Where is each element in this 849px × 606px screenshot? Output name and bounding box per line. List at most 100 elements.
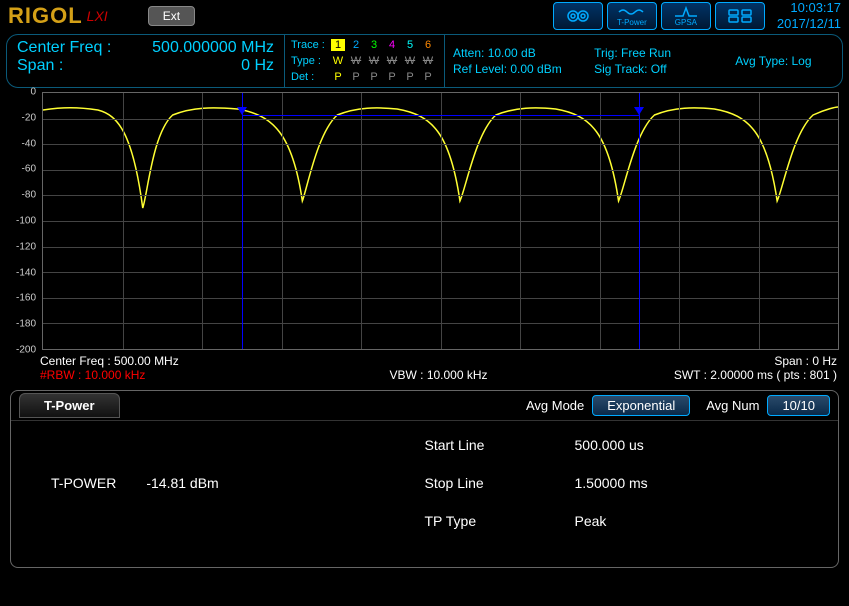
type-label: Type : — [291, 55, 327, 67]
trace-num-1: 1 — [331, 39, 345, 51]
y-tick: -120 — [16, 241, 36, 252]
bi-center-freq: Center Freq : 500.00 MHz — [40, 354, 306, 368]
tpower-result-value: -14.81 dBm — [146, 475, 218, 491]
bottom-info-bar: Center Freq : 500.00 MHz #RBW : 10.000 k… — [40, 354, 837, 382]
y-tick: -80 — [22, 190, 36, 201]
stop-line-value: 1.50000 ms — [575, 475, 799, 491]
y-axis: 0-20-40-60-80-100-120-140-160-180-200 — [10, 92, 40, 350]
measure-header: T-Power Avg Mode Exponential Avg Num 10/… — [11, 391, 838, 421]
y-tick: -180 — [16, 319, 36, 330]
peak-gpsa-icon — [671, 6, 701, 18]
bi-swt: SWT : 2.00000 ms ( pts : 801 ) — [571, 368, 837, 382]
tpower-result-label: T-POWER — [51, 475, 116, 491]
marker-start-handle[interactable] — [237, 107, 247, 115]
type-2: W — [349, 55, 363, 67]
grid-hline — [43, 221, 838, 222]
tp-type-value: Peak — [575, 513, 799, 529]
measure-body: T-POWER -14.81 dBm Start Line 500.000 us… — [11, 421, 838, 545]
grid-vline — [600, 93, 601, 349]
y-tick: 0 — [30, 87, 36, 98]
mode-icon-bar: T-Power GPSA — [553, 2, 765, 30]
trace-num-5: 5 — [403, 39, 417, 51]
waveform-tpower-icon — [617, 6, 647, 18]
trace-block: Trace : 1 2 3 4 5 6 Type : W W W W W W D… — [285, 35, 445, 87]
bi-vbw: VBW : 10.000 kHz — [306, 368, 572, 382]
tpower-mode-label: T-Power — [617, 18, 647, 27]
y-tick: -140 — [16, 267, 36, 278]
marker-stop-handle[interactable] — [634, 107, 644, 115]
settings-block: Atten: 10.00 dB Ref Level: 0.00 dBm Trig… — [445, 35, 842, 87]
brand-logo: RIGOL — [8, 3, 83, 29]
type-6: W — [421, 55, 435, 67]
trace-num-6: 6 — [421, 39, 435, 51]
grid-hline — [43, 247, 838, 248]
avg-mode-label: Avg Mode — [526, 398, 584, 413]
bi-span: Span : 0 Hz — [571, 354, 837, 368]
type-1: W — [331, 55, 345, 67]
measure-tab[interactable]: T-Power — [19, 393, 120, 418]
marker-span-bar — [242, 115, 640, 116]
datetime-display: 10:03:17 2017/12/11 — [777, 0, 841, 31]
y-tick: -200 — [16, 345, 36, 356]
gpsa-mode-label: GPSA — [675, 18, 697, 27]
y-tick: -40 — [22, 138, 36, 149]
marker-start-line[interactable] — [242, 93, 243, 349]
grid-hline — [43, 298, 838, 299]
grid-icon — [725, 7, 755, 25]
trace-num-3: 3 — [367, 39, 381, 51]
grid-vline — [759, 93, 760, 349]
start-line-value: 500.000 us — [575, 437, 799, 453]
span-value: 0 Hz — [127, 57, 274, 75]
measure-panel: T-Power Avg Mode Exponential Avg Num 10/… — [10, 390, 839, 568]
y-tick: -160 — [16, 293, 36, 304]
span-label: Span : — [17, 57, 127, 75]
trace-num-2: 2 — [349, 39, 363, 51]
trace-label: Trace : — [291, 39, 327, 51]
det-label: Det : — [291, 71, 327, 83]
det-3: P — [367, 71, 381, 83]
det-5: P — [403, 71, 417, 83]
sig-track-setting: Sig Track: Off — [594, 62, 735, 76]
avg-num-value[interactable]: 10/10 — [767, 395, 830, 416]
y-tick: -20 — [22, 112, 36, 123]
y-tick: -100 — [16, 216, 36, 227]
tpower-mode-icon[interactable]: T-Power — [607, 2, 657, 30]
det-1: P — [331, 71, 345, 83]
y-tick: -60 — [22, 164, 36, 175]
avg-num-label: Avg Num — [706, 398, 759, 413]
det-4: P — [385, 71, 399, 83]
info-bar: Center Freq : 500.000000 MHz Span : 0 Hz… — [6, 34, 843, 88]
start-line-label: Start Line — [425, 437, 575, 453]
type-3: W — [367, 55, 381, 67]
center-freq-value: 500.000000 MHz — [127, 39, 274, 57]
grid-hline — [43, 323, 838, 324]
trig-setting: Trig: Free Run — [594, 46, 735, 60]
grid-mode-icon[interactable] — [715, 2, 765, 30]
settings-mode-icon[interactable] — [553, 2, 603, 30]
type-5: W — [403, 55, 417, 67]
det-6: P — [421, 71, 435, 83]
bi-rbw: #RBW : 10.000 kHz — [40, 368, 306, 382]
graph-area: 0-20-40-60-80-100-120-140-160-180-200 — [10, 92, 839, 350]
marker-stop-line[interactable] — [639, 93, 640, 349]
det-2: P — [349, 71, 363, 83]
trace-num-4: 4 — [385, 39, 399, 51]
grid-vline — [679, 93, 680, 349]
freq-block: Center Freq : 500.000000 MHz Span : 0 Hz — [7, 35, 285, 87]
avg-mode-value[interactable]: Exponential — [592, 395, 690, 416]
stop-line-label: Stop Line — [425, 475, 575, 491]
grid-hline — [43, 272, 838, 273]
ext-button[interactable]: Ext — [148, 6, 195, 26]
atten-setting: Atten: 10.00 dB — [453, 46, 594, 60]
center-freq-label: Center Freq : — [17, 39, 127, 57]
lxi-badge: LXI — [87, 8, 108, 24]
plot-area[interactable] — [42, 92, 839, 350]
time-text: 10:03:17 — [777, 0, 841, 16]
header-bar: RIGOL LXI Ext T-Power GPSA 10:03:17 2017… — [0, 0, 849, 32]
avg-type-setting: Avg Type: Log — [735, 54, 834, 68]
tp-type-label: TP Type — [425, 513, 575, 529]
grid-vline — [520, 93, 521, 349]
gpsa-mode-icon[interactable]: GPSA — [661, 2, 711, 30]
gear-icon — [563, 7, 593, 25]
date-text: 2017/12/11 — [777, 16, 841, 32]
